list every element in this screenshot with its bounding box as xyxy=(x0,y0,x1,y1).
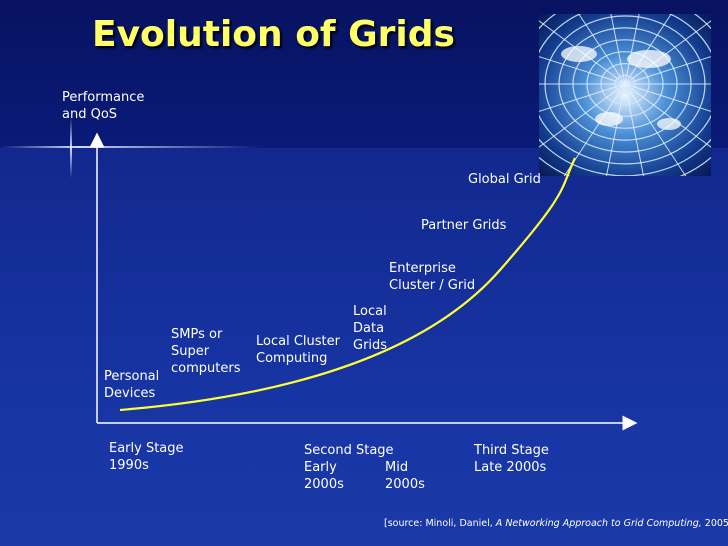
timeline-mid-2000s: Mid 2000s xyxy=(385,460,425,492)
stage-enterprise-cluster-grid: Enterprise Cluster / Grid xyxy=(389,261,476,293)
light-flare-horizontal xyxy=(0,146,260,148)
source-book-title: A Networking Approach to Grid Computing, xyxy=(495,518,702,529)
slide-title: Evolution of Grids xyxy=(92,14,455,55)
stage-local-data-grids: Local Data Grids xyxy=(353,304,388,353)
growth-curve xyxy=(119,157,576,412)
source-prefix: [source: Minoli, Daniel, xyxy=(384,518,496,529)
timeline-second-stage: Second Stage xyxy=(304,443,394,458)
stage-smps-super-computers: SMPs or Super computers xyxy=(171,327,241,376)
stage-local-cluster-computing: Local Cluster Computing xyxy=(256,334,340,366)
grid-web-image xyxy=(539,14,711,176)
source-suffix: 2005] xyxy=(704,518,728,529)
background-bottom xyxy=(0,148,728,546)
source-citation: [source: Minoli, Daniel, A Networking Ap… xyxy=(384,518,728,529)
y-axis-label: Performance and QoS xyxy=(62,90,145,122)
timeline-third-stage: Third Stage Late 2000s xyxy=(474,443,549,475)
timeline-early-2000s: Early 2000s xyxy=(304,460,344,492)
stage-partner-grids: Partner Grids xyxy=(421,218,507,233)
timeline-early-stage: Early Stage 1990s xyxy=(109,441,184,473)
stage-global-grid: Global Grid xyxy=(468,172,541,187)
light-flare-vertical xyxy=(70,118,72,178)
stage-personal-devices: Personal Devices xyxy=(104,369,160,401)
